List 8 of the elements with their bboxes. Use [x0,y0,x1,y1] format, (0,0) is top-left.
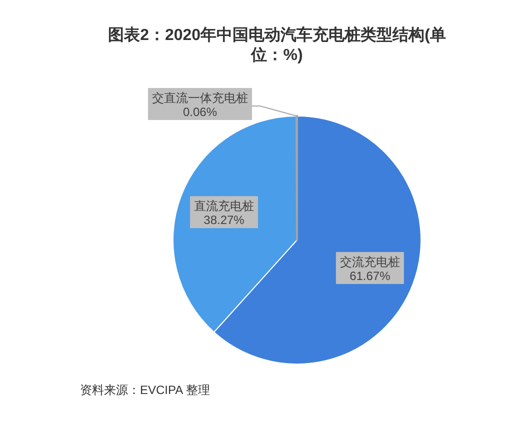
data-label: 0.06% [182,105,218,119]
slice-label: 交直流一体充电桩 [152,91,248,105]
slice-label: 直流充电桩 [194,199,254,214]
data-label: 61.67% [350,269,391,284]
chart-title: 图表2：2020年中国电动汽车充电桩类型结构(单位：%) [108,26,446,64]
text: 资料来源：EVCIPA 整理 [80,383,210,397]
slice-label: 交流充电桩 [340,255,400,270]
data-label: 38.27% [204,213,245,228]
